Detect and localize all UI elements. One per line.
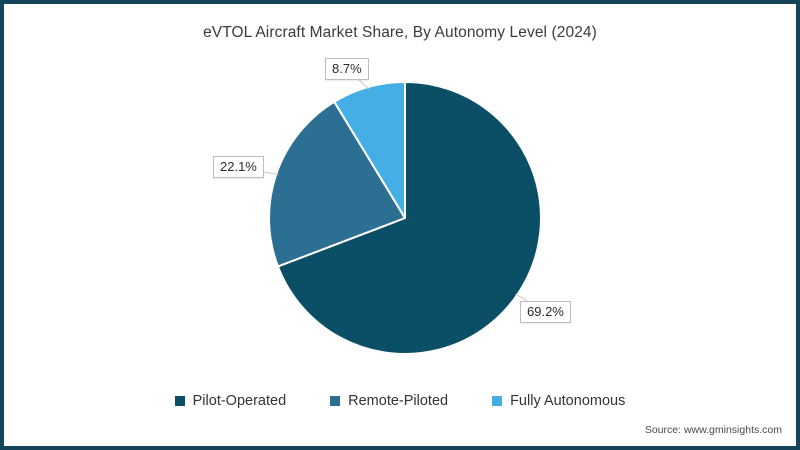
legend-item-pilot-operated[interactable]: Pilot-Operated xyxy=(174,393,287,409)
pie-slice-value-label: 69.2% xyxy=(520,301,571,323)
pie-slice-value-label: 22.1% xyxy=(213,156,264,178)
legend-item-label: Fully Autonomous xyxy=(510,393,626,409)
pie-slices xyxy=(268,81,542,355)
legend-swatch-icon xyxy=(174,396,185,406)
legend-item-label: Pilot-Operated xyxy=(192,393,287,409)
pie-slice-value-label: 8.7% xyxy=(325,58,369,80)
legend-item-label: Remote-Piloted xyxy=(348,393,449,409)
legend-swatch-icon xyxy=(492,396,503,406)
legend-swatch-icon xyxy=(330,396,341,406)
page-title: eVTOL Aircraft Market Share, By Autonomy… xyxy=(203,24,597,41)
legend-item-fully-autonomous[interactable]: Fully Autonomous xyxy=(492,393,625,409)
legend-item-remote-piloted[interactable]: Remote-Piloted xyxy=(330,393,448,409)
chart-legend: Pilot-Operated Remote-Piloted Fully Auto… xyxy=(4,393,796,409)
pie-chart: 69.2% 22.1% 8.7% xyxy=(4,4,796,446)
pie-slice[interactable] xyxy=(333,81,406,219)
pie-chart-svg xyxy=(238,68,546,355)
source-attribution: Source: www.gminsights.com xyxy=(644,424,782,436)
